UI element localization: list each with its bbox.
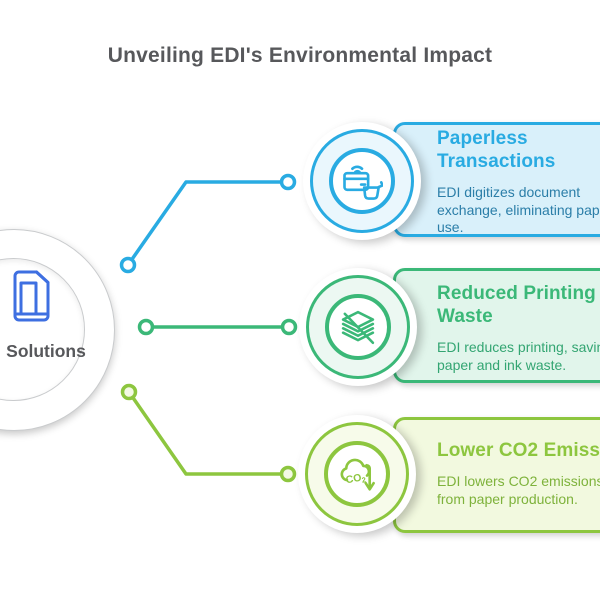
contactless-payment-icon bbox=[329, 148, 395, 214]
connector-co2 bbox=[120, 383, 297, 483]
co2-text: CO2 bbox=[345, 471, 367, 487]
document-icon bbox=[13, 270, 50, 327]
connector-start-dot-green bbox=[137, 318, 155, 336]
connector-start-dot-blue bbox=[119, 256, 137, 274]
connector-start-dot-lime bbox=[120, 383, 138, 401]
connector-line-lime bbox=[127, 390, 290, 476]
connector-end-dot-green bbox=[280, 318, 298, 336]
badge-paperless bbox=[310, 129, 414, 233]
hub-label: Solutions bbox=[6, 341, 86, 361]
card-title: Lower CO2 Emissions bbox=[437, 440, 600, 461]
no-printing-stack-icon bbox=[325, 294, 391, 360]
card-lower-co2-emissions: Lower CO2 Emissions EDI lowers CO2 emiss… bbox=[393, 417, 600, 533]
card-paperless-transactions: Paperless Transactions EDI digitizes doc… bbox=[393, 122, 600, 237]
card-reduced-printing-waste: Reduced Printing Waste EDI reduces print… bbox=[393, 268, 600, 383]
card-description: EDI lowers CO2 emissions from paper prod… bbox=[437, 473, 600, 507]
card-description: EDI digitizes document exchange, elimina… bbox=[437, 184, 600, 235]
connector-printing bbox=[137, 318, 298, 336]
card-title: Reduced Printing Waste bbox=[437, 283, 596, 327]
badge-co2: CO2 bbox=[305, 422, 409, 526]
connector-end-dot-lime bbox=[279, 465, 297, 483]
card-title: Paperless Transactions bbox=[437, 128, 556, 172]
connector-paperless bbox=[119, 173, 297, 274]
connector-end-dot-blue bbox=[279, 173, 297, 191]
page-title: Unveiling EDI's Environmental Impact bbox=[107, 44, 493, 67]
connector-line-blue bbox=[126, 180, 290, 267]
badge-printing bbox=[306, 275, 410, 379]
card-description: EDI reduces printing, saving paper and i… bbox=[437, 339, 600, 373]
co2-reduction-icon: CO2 bbox=[324, 441, 390, 507]
